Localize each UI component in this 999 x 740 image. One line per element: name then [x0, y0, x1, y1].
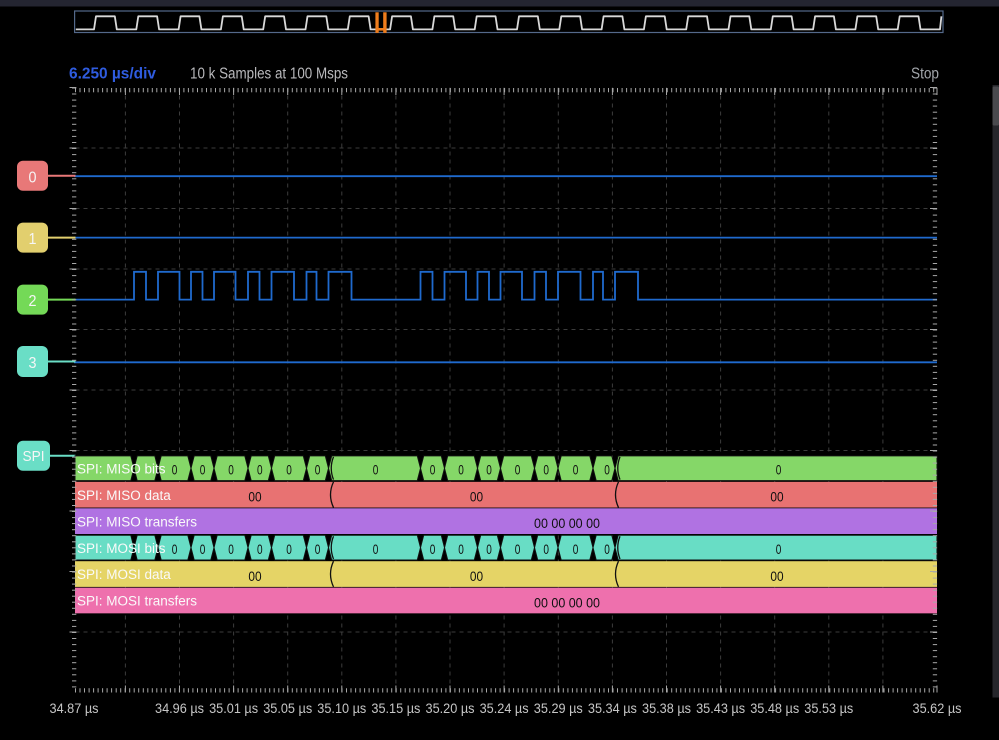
svg-text:0: 0: [573, 541, 579, 557]
svg-text:0: 0: [486, 462, 492, 478]
svg-text:1: 1: [29, 231, 37, 248]
svg-text:35.20 µs: 35.20 µs: [426, 700, 475, 716]
svg-text:35.62 µs: 35.62 µs: [913, 700, 962, 716]
svg-text:00: 00: [770, 568, 783, 584]
svg-text:0: 0: [543, 462, 549, 478]
svg-text:0: 0: [286, 541, 292, 557]
svg-text:SPI: MISO data: SPI: MISO data: [77, 488, 171, 503]
svg-text:0: 0: [373, 541, 379, 557]
svg-text:0: 0: [172, 541, 178, 557]
svg-text:0: 0: [776, 541, 782, 557]
svg-text:SPI: MISO transfers: SPI: MISO transfers: [77, 514, 197, 529]
svg-text:0: 0: [315, 541, 321, 557]
svg-text:0: 0: [200, 462, 206, 478]
svg-text:0: 0: [604, 541, 610, 557]
svg-text:0: 0: [604, 462, 610, 478]
svg-text:35.01 µs: 35.01 µs: [209, 700, 258, 716]
svg-text:10 k Samples at 100 Msps: 10 k Samples at 100 Msps: [190, 66, 348, 83]
svg-text:0: 0: [172, 462, 178, 478]
svg-text:0: 0: [486, 541, 492, 557]
svg-text:0: 0: [228, 462, 234, 478]
svg-text:SPI: MOSI bits: SPI: MOSI bits: [77, 541, 166, 556]
svg-text:0: 0: [430, 462, 436, 478]
svg-text:0: 0: [543, 541, 549, 557]
svg-text:Stop: Stop: [911, 66, 939, 83]
svg-text:SPI: MOSI data: SPI: MOSI data: [77, 567, 171, 582]
svg-text:0: 0: [200, 541, 206, 557]
svg-text:0: 0: [458, 462, 464, 478]
svg-text:0: 0: [373, 462, 379, 478]
svg-text:00: 00: [248, 489, 261, 505]
svg-text:0: 0: [29, 169, 37, 186]
svg-text:34.87 µs: 34.87 µs: [50, 700, 99, 716]
svg-text:SPI: MOSI transfers: SPI: MOSI transfers: [77, 594, 197, 609]
svg-text:34.96 µs: 34.96 µs: [155, 700, 204, 716]
svg-text:35.34 µs: 35.34 µs: [588, 700, 637, 716]
svg-text:0: 0: [515, 462, 521, 478]
svg-text:00: 00: [248, 568, 261, 584]
svg-text:00 00 00 00: 00 00 00 00: [534, 515, 600, 531]
svg-text:0: 0: [257, 541, 263, 557]
svg-text:35.24 µs: 35.24 µs: [480, 700, 529, 716]
svg-text:0: 0: [286, 462, 292, 478]
svg-text:00: 00: [470, 489, 483, 505]
svg-text:0: 0: [573, 462, 579, 478]
svg-text:35.29 µs: 35.29 µs: [534, 700, 583, 716]
svg-text:0: 0: [228, 541, 234, 557]
svg-text:3: 3: [29, 355, 37, 372]
svg-text:35.38 µs: 35.38 µs: [642, 700, 691, 716]
svg-text:0: 0: [315, 462, 321, 478]
svg-text:35.48 µs: 35.48 µs: [750, 700, 799, 716]
svg-text:0: 0: [257, 462, 263, 478]
svg-text:35.53 µs: 35.53 µs: [804, 700, 853, 716]
svg-text:00: 00: [470, 568, 483, 584]
svg-text:0: 0: [776, 462, 782, 478]
svg-text:SPI: SPI: [23, 448, 45, 465]
svg-text:6.250 µs/div: 6.250 µs/div: [69, 66, 156, 83]
svg-text:2: 2: [29, 293, 37, 310]
svg-text:0: 0: [430, 541, 436, 557]
svg-text:35.43 µs: 35.43 µs: [696, 700, 745, 716]
svg-text:35.10 µs: 35.10 µs: [317, 700, 366, 716]
svg-text:00: 00: [770, 489, 783, 505]
svg-text:SPI: MISO bits: SPI: MISO bits: [77, 461, 166, 476]
svg-text:35.15 µs: 35.15 µs: [371, 700, 420, 716]
svg-text:00 00 00 00: 00 00 00 00: [534, 595, 600, 611]
svg-text:35.05 µs: 35.05 µs: [263, 700, 312, 716]
svg-text:0: 0: [458, 541, 464, 557]
svg-text:0: 0: [515, 541, 521, 557]
